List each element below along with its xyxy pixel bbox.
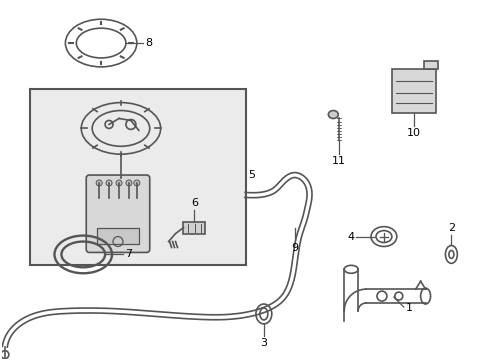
Text: 7: 7 bbox=[125, 249, 132, 260]
Text: 9: 9 bbox=[291, 243, 298, 252]
Text: 8: 8 bbox=[145, 38, 152, 48]
Ellipse shape bbox=[328, 111, 338, 118]
Text: 10: 10 bbox=[407, 129, 421, 138]
Bar bbox=[97, 228, 139, 243]
FancyBboxPatch shape bbox=[86, 175, 150, 252]
Circle shape bbox=[126, 180, 132, 186]
Polygon shape bbox=[424, 61, 438, 69]
Circle shape bbox=[106, 180, 112, 186]
Circle shape bbox=[134, 180, 140, 186]
Text: 5: 5 bbox=[248, 170, 255, 180]
Bar bbox=[183, 222, 205, 234]
Text: 6: 6 bbox=[191, 198, 198, 208]
Text: 11: 11 bbox=[332, 156, 346, 166]
Text: 4: 4 bbox=[347, 231, 354, 242]
Text: 1: 1 bbox=[406, 303, 413, 313]
Text: 3: 3 bbox=[260, 338, 268, 348]
Bar bbox=[30, 89, 246, 265]
Circle shape bbox=[96, 180, 102, 186]
FancyBboxPatch shape bbox=[392, 69, 436, 113]
Circle shape bbox=[116, 180, 122, 186]
Text: 2: 2 bbox=[448, 222, 455, 233]
